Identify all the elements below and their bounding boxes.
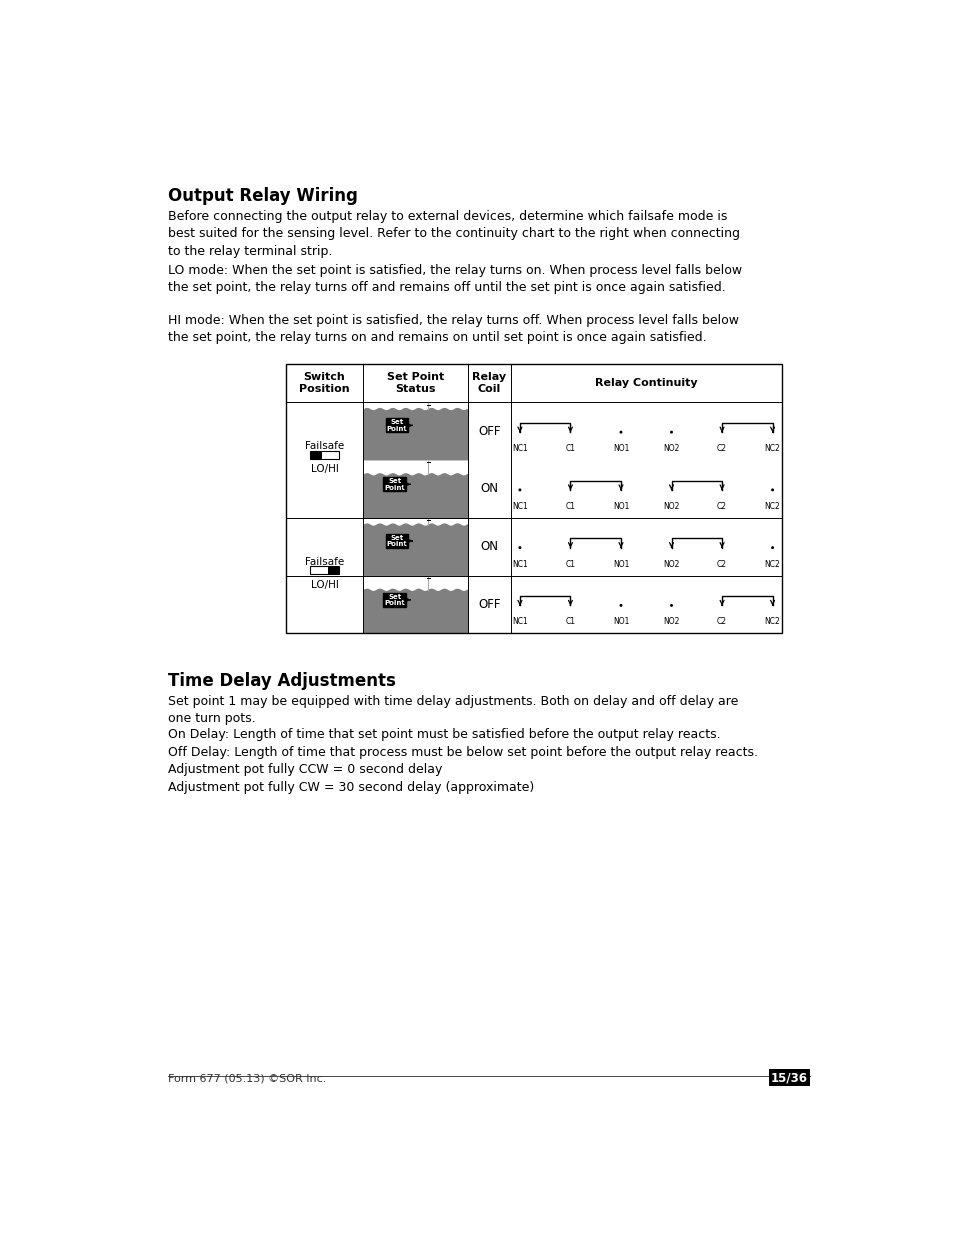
Text: NO1: NO1 (612, 445, 629, 453)
Text: Relay Continuity: Relay Continuity (595, 378, 697, 388)
Text: NC1: NC1 (512, 559, 527, 568)
Text: NO2: NO2 (662, 618, 679, 626)
Text: Relay
Coil: Relay Coil (472, 372, 506, 394)
Text: NO1: NO1 (612, 618, 629, 626)
Circle shape (771, 489, 773, 490)
Text: C2: C2 (717, 501, 726, 511)
Text: NC2: NC2 (764, 501, 780, 511)
Text: C1: C1 (565, 559, 575, 568)
Text: Set
Point: Set Point (384, 478, 405, 490)
Text: NC2: NC2 (764, 559, 780, 568)
Text: LO/HI: LO/HI (311, 579, 338, 590)
Text: C2: C2 (717, 559, 726, 568)
Text: Before connecting the output relay to external devices, determine which failsafe: Before connecting the output relay to ex… (168, 210, 740, 258)
Text: NO1: NO1 (612, 559, 629, 568)
Text: OFF: OFF (477, 598, 500, 611)
Text: NC2: NC2 (764, 445, 780, 453)
Text: C1: C1 (565, 501, 575, 511)
Text: Set
Point: Set Point (386, 419, 407, 432)
Text: C2: C2 (717, 618, 726, 626)
Text: Time Delay Adjustments: Time Delay Adjustments (168, 672, 395, 690)
Text: NC1: NC1 (512, 445, 527, 453)
Text: C1: C1 (565, 618, 575, 626)
Circle shape (771, 547, 773, 548)
Bar (327, 567, 339, 574)
Text: Off Delay: Length of time that process must be below set point before the output: Off Delay: Length of time that process m… (168, 746, 758, 758)
Text: Output Relay Wiring: Output Relay Wiring (168, 186, 357, 205)
Text: Set
Point: Set Point (384, 594, 405, 606)
Text: OFF: OFF (477, 425, 500, 437)
Text: NO2: NO2 (662, 559, 679, 568)
Bar (769, 1070, 809, 1086)
Text: LO mode: When the set point is satisfied, the relay turns on. When process level: LO mode: When the set point is satisfied… (168, 264, 741, 294)
Circle shape (619, 431, 621, 433)
Text: NO2: NO2 (662, 445, 679, 453)
Text: Set Point
Status: Set Point Status (387, 372, 444, 394)
Bar (310, 567, 339, 574)
Bar (310, 451, 339, 458)
Text: C2: C2 (717, 445, 726, 453)
Circle shape (670, 431, 672, 433)
Text: HI mode: When the set point is satisfied, the relay turns off. When process leve: HI mode: When the set point is satisfied… (168, 314, 739, 345)
Text: NC1: NC1 (512, 618, 527, 626)
Text: NC2: NC2 (764, 618, 780, 626)
Text: NC1: NC1 (512, 501, 527, 511)
Text: Failsafe: Failsafe (305, 557, 344, 567)
Text: Form 677 (05.13) ©SOR Inc.: Form 677 (05.13) ©SOR Inc. (168, 1073, 326, 1084)
Circle shape (518, 547, 520, 548)
Text: Adjustment pot fully CCW = 0 second delay: Adjustment pot fully CCW = 0 second dela… (168, 763, 442, 777)
Circle shape (670, 605, 672, 606)
Text: ON: ON (479, 540, 497, 553)
Text: Adjustment pot fully CW = 30 second delay (approximate): Adjustment pot fully CW = 30 second dela… (168, 782, 534, 794)
Text: NO1: NO1 (612, 501, 629, 511)
Text: On Delay: Length of time that set point must be satisfied before the output rela: On Delay: Length of time that set point … (168, 727, 720, 741)
Text: Set point 1 may be equipped with time delay adjustments. Both on delay and off d: Set point 1 may be equipped with time de… (168, 695, 738, 725)
Text: Set
Point: Set Point (386, 535, 407, 547)
Text: ON: ON (479, 483, 497, 495)
Bar (310, 451, 321, 458)
Circle shape (619, 605, 621, 606)
Text: C1: C1 (565, 445, 575, 453)
Text: Failsafe: Failsafe (305, 441, 344, 451)
Text: NO2: NO2 (662, 501, 679, 511)
Circle shape (518, 489, 520, 490)
Text: Switch
Position: Switch Position (299, 372, 350, 394)
Text: LO/HI: LO/HI (311, 464, 338, 474)
Text: 15/36: 15/36 (770, 1071, 807, 1084)
